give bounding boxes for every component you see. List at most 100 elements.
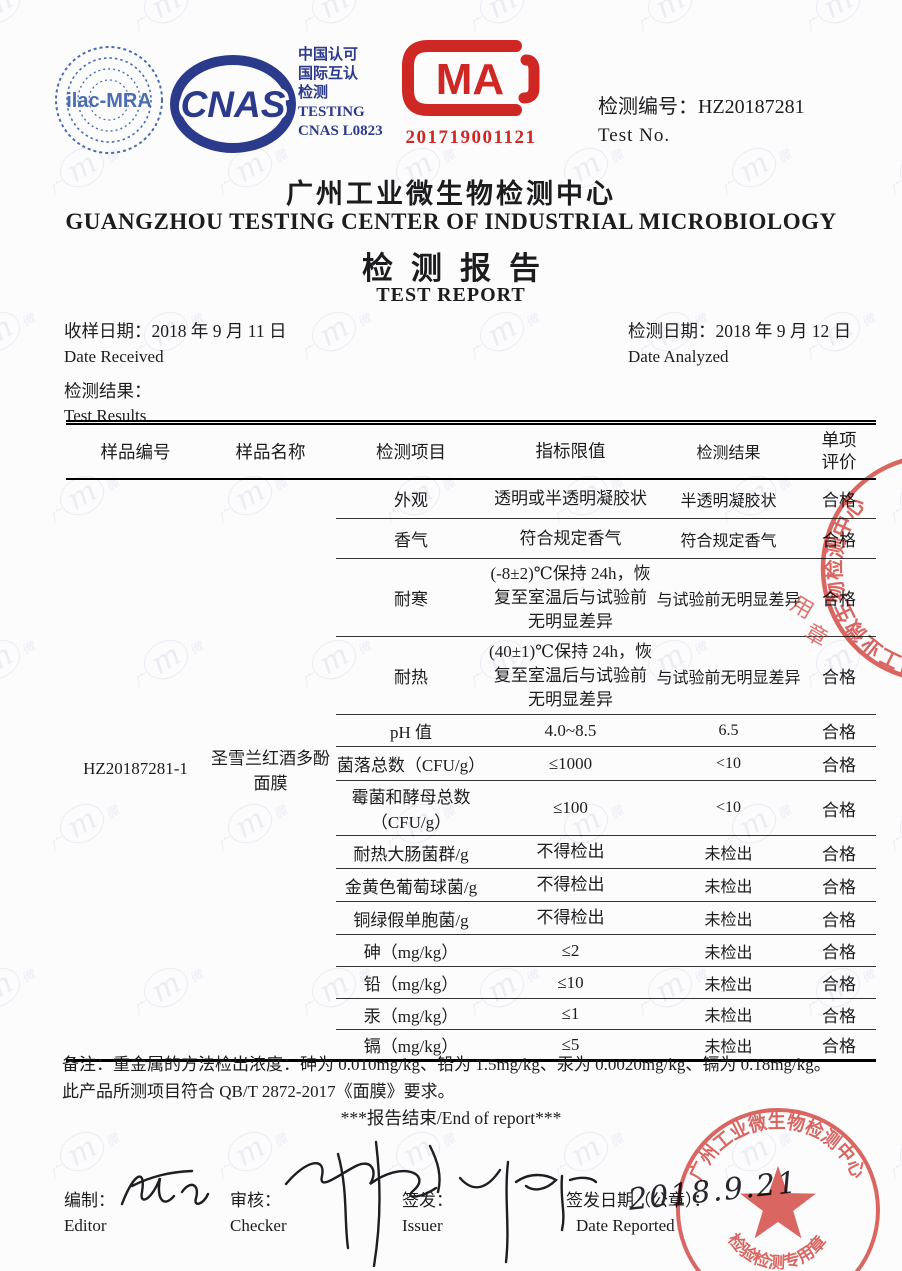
table-row: 霉菌和酵母总数（CFU/g） ≤100 <10 合格 (66, 780, 876, 836)
accreditation-text: 中国认可 国际互认 检测 TESTING CNAS L0823 (298, 46, 383, 141)
signature-editor (120, 1169, 210, 1206)
date-received-label: 收样日期： (64, 321, 152, 341)
sample-name-cell: 圣雪兰红酒多酚面膜 (211, 749, 330, 794)
result-cell: 与试验前无明显差异 (655, 636, 802, 715)
date-received-label-en: Date Received (64, 347, 164, 366)
report-title-zh: 检测报告 (362, 251, 558, 286)
org-title-en: GUANGZHOU TESTING CENTER OF INDUSTRIAL M… (65, 209, 837, 234)
date-reported-label: 签发日期（公章）： Date Reported (566, 1191, 711, 1235)
result-cell: 未检出 (655, 1029, 802, 1061)
notes: 备注：重金属的方法检出浓度：砷为 0.010mg/kg、铅为 1.5mg/kg、… (62, 1051, 858, 1105)
limit-cell: ≤10 (486, 966, 655, 999)
limit-cell: 不得检出 (486, 835, 655, 869)
item-cell: 耐寒 (336, 558, 486, 637)
limit-cell: ≤1 (486, 998, 655, 1030)
limit-cell: 4.0~8.5 (486, 714, 655, 747)
evaluation-cell: 合格 (802, 966, 876, 999)
item-cell: 耐热大肠菌群/g (336, 835, 486, 869)
results-table: 样品编号 样品名称 检测项目 指标限值 检测结果 单项评价 HZ20187281… (66, 420, 876, 1062)
svg-text:检验检测专用章: 检验检测专用章 (724, 1229, 830, 1271)
result-cell: 半透明凝胶状 (680, 492, 777, 510)
table-row: 耐热大肠菌群/g 不得检出 未检出 合格 (66, 835, 876, 869)
item-cell: 镉（mg/kg） (336, 1029, 486, 1061)
col-header-sample-id: 样品编号 (100, 441, 171, 462)
evaluation-cell: 合格 (802, 518, 876, 559)
evaluation-cell: 合格 (802, 934, 876, 967)
cma-logo: MA 201719001121 (398, 38, 544, 149)
evaluation-cell: 合格 (802, 714, 876, 747)
cert-line: 检测 (298, 85, 329, 101)
table-row: 菌落总数（CFU/g） ≤1000 <10 合格 (66, 746, 876, 781)
limit-cell: (40±1)℃保持 24h，恢复至室温后与试验前无明显差异 (486, 636, 655, 715)
stamp-seal-text: 检验检测专用章 (724, 1229, 830, 1271)
item-cell: 耐热 (336, 636, 486, 715)
table-row: 汞（mg/kg） ≤1 未检出 合格 (66, 998, 876, 1030)
end-of-report: ***报告结束/End of report*** (340, 1108, 562, 1128)
cnas-logo: CNAS (170, 55, 296, 153)
checker-label: 审核： Checker (230, 1191, 287, 1235)
test-no-label-en: Test No. (598, 125, 671, 146)
limit-cell: 不得检出 (486, 868, 655, 902)
table-header-row: 样品编号 样品名称 检测项目 指标限值 检测结果 单项评价 (66, 423, 876, 479)
limit-cell: ≤1000 (486, 746, 655, 781)
cma-letters: MA (436, 55, 504, 104)
result-cell: 未检出 (655, 934, 802, 967)
test-no-label: 检测编号： (598, 96, 698, 118)
cert-line: CNAS L0823 (298, 123, 383, 139)
item-cell: 香气 (336, 518, 486, 559)
item-cell: 铅（mg/kg） (336, 966, 486, 999)
date-analyzed-value: 2018 年 9 月 12 日 (715, 321, 852, 341)
table-row: 铅（mg/kg） ≤10 未检出 合格 (66, 966, 876, 999)
table-row: pH 值 4.0~8.5 6.5 合格 (66, 714, 876, 747)
col-header-result: 检测结果 (696, 445, 761, 463)
test-no-value: HZ20187281 (698, 96, 805, 118)
evaluation-cell: 合格 (802, 636, 876, 715)
item-cell: 砷（mg/kg） (336, 934, 486, 967)
col-header-limit: 指标限值 (535, 441, 606, 462)
date-received-value: 2018 年 9 月 11 日 (151, 321, 287, 341)
table-row: 金黄色葡萄球菌/g 不得检出 未检出 合格 (66, 868, 876, 902)
item-cell: 外观 (394, 491, 428, 511)
item-cell: 铜绿假单胞菌/g (336, 901, 486, 935)
date-analyzed-label: 检测日期： (628, 321, 716, 341)
limit-cell: 透明或半透明凝胶状 (494, 488, 647, 508)
result-cell: <10 (655, 780, 802, 836)
result-cell: 未检出 (655, 998, 802, 1030)
results-heading-zh: 检测结果： (64, 381, 152, 401)
evaluation-cell: 合格 (802, 901, 876, 935)
result-cell: 未检出 (655, 901, 802, 935)
col-header-sample-name: 样品名称 (235, 441, 306, 462)
result-cell: 与试验前无明显差异 (655, 558, 802, 637)
editor-label: 编制： Editor (64, 1191, 115, 1235)
evaluation-cell: 合格 (802, 835, 876, 869)
item-cell: pH 值 (336, 714, 486, 747)
ilac-mra-label: ilac-MRA (66, 90, 152, 112)
table-row: 耐寒 (-8±2)℃保持 24h，恢复至室温后与试验前无明显差异 与试验前无明显差异… (66, 558, 876, 637)
note-line-2: 此产品所测项目符合 QB/T 2872-2017《面膜》要求。 (62, 1082, 455, 1101)
signature-issuer (458, 1160, 598, 1264)
evaluation-cell: 合格 (802, 780, 876, 836)
result-cell: 6.5 (655, 714, 802, 747)
table-row: 耐热 (40±1)℃保持 24h，恢复至室温后与试验前无明显差异 与试验前无明显差异… (66, 636, 876, 715)
col-header-evaluation: 单项评价 (821, 430, 857, 473)
cert-line: 国际互认 (298, 66, 359, 82)
result-cell: 未检出 (655, 966, 802, 999)
date-analyzed: 检测日期：2018 年 9 月 12 日 Date Analyzed (628, 318, 851, 367)
limit-cell: 不得检出 (486, 901, 655, 935)
item-cell: 汞（mg/kg） (336, 998, 486, 1030)
limit-cell: ≤100 (486, 780, 655, 836)
note-line-1: 备注：重金属的方法检出浓度：砷为 0.010mg/kg、铅为 1.5mg/kg、… (62, 1055, 831, 1074)
signature-checker (284, 1140, 441, 1268)
item-cell: 菌落总数（CFU/g） (336, 746, 486, 781)
org-title-zh: 广州工业微生物检测中心 (286, 179, 616, 209)
test-number-block: 检测编号：HZ20187281 Test No. (598, 90, 805, 147)
results-heading: 检测结果： Test Results (64, 378, 152, 426)
sample-id-cell: HZ20187281-1 (83, 759, 188, 779)
cma-number: 201719001121 (405, 127, 537, 148)
col-header-item: 检测项目 (376, 441, 446, 462)
date-received: 收样日期：2018 年 9 月 11 日 Date Received (64, 318, 286, 367)
official-stamp: 广州工业微生物检测中心 检验检测专用章 (676, 1108, 880, 1271)
limit-cell: ≤5 (486, 1029, 655, 1061)
stamp-star (740, 1166, 816, 1239)
